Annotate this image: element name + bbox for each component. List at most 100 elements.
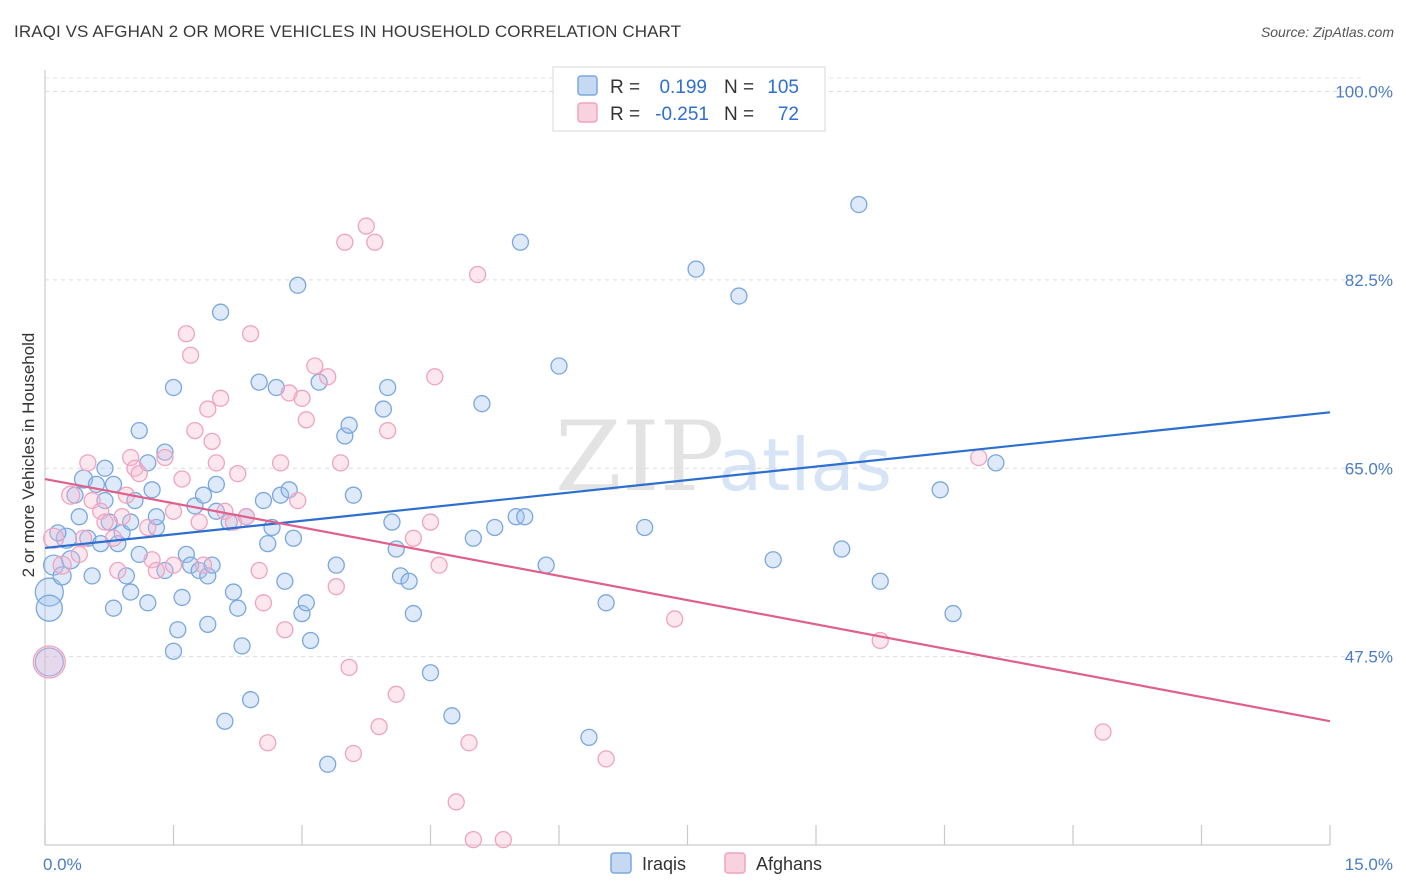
iraqi-point-81: [473, 395, 491, 413]
legend-swatch-iraqis: [577, 75, 598, 96]
iraqi-point-92: [730, 287, 748, 305]
y-tick-label-0: 47.5%: [1345, 648, 1393, 667]
iraqi-point-63: [293, 604, 311, 623]
gridlines: [45, 77, 1365, 658]
iraqi-point-70: [344, 486, 363, 504]
iraqi-point-1: [35, 594, 63, 622]
iraqi-point-11: [83, 567, 101, 585]
afghan-point-38: [250, 561, 268, 580]
iraqi-point-89: [597, 594, 615, 612]
iraqi-point-54: [254, 491, 273, 510]
afghan-point-50: [331, 454, 350, 472]
iraqi-point-55: [259, 534, 277, 553]
iraqi-point-68: [336, 427, 354, 445]
afghan-point-10: [104, 529, 123, 547]
iraqi-point-90: [636, 518, 654, 537]
afghan-point-9: [96, 513, 114, 531]
iraqi-point-45: [211, 303, 230, 321]
iraqi-point-71: [374, 400, 393, 418]
afghan-point-4: [70, 545, 88, 564]
source-note: Source: ZipAtlas.com: [1260, 24, 1394, 40]
iraqi-point-59: [276, 572, 294, 590]
afghan-point-2: [52, 555, 72, 575]
iraqi-point-46: [216, 712, 234, 730]
afghan-point-18: [143, 551, 161, 569]
axes: [44, 70, 1331, 846]
iraqi-point-82: [486, 518, 504, 537]
iraqi-point-52: [241, 691, 260, 709]
afghan-point-61: [426, 368, 444, 386]
iraqi-point-84: [511, 233, 530, 251]
legend-swatch-afghans: [577, 102, 598, 123]
iraqi-point-95: [850, 195, 868, 214]
afghan-point-11: [109, 561, 127, 580]
afghan-point-1: [42, 527, 65, 549]
iraqi-point-58: [271, 486, 290, 504]
series-afghans-points: [32, 217, 1112, 849]
series-iraqis-points: [34, 195, 1005, 773]
tick-labels: 47.5% 65.0% 82.5% 100.0% 0.0% 15.0%: [43, 83, 1393, 874]
watermark-atlas-text: atlas: [718, 423, 892, 507]
iraqi-point-80: [464, 529, 482, 547]
afghan-point-62: [430, 556, 448, 574]
iraqi-point-20: [117, 567, 136, 585]
legend-n-value-iraqis: 105: [767, 77, 799, 98]
bottom-legend-swatch-afghans: [724, 852, 746, 874]
iraqi-point-61: [284, 529, 303, 547]
iraqi-point-86: [537, 556, 555, 574]
iraqi-point-88: [580, 728, 598, 747]
afghan-point-29: [199, 400, 217, 418]
iraqi-point-103: [327, 556, 345, 574]
iraqi-point-25: [130, 421, 148, 440]
afghan-trend-line: [44, 477, 1331, 723]
legend-n-label-iraqis: N =: [724, 77, 754, 98]
iraqi-point-24: [130, 545, 148, 564]
watermark: ZIP atlas: [555, 401, 892, 513]
afghan-point-12: [113, 508, 131, 526]
afghan-point-57: [379, 421, 397, 440]
afghan-point-48: [319, 368, 337, 386]
x-tick-label-1: 15.0%: [1345, 855, 1393, 874]
iraqi-point-28: [143, 481, 161, 499]
afghan-point-27: [190, 513, 208, 531]
afghan-point-46: [297, 411, 315, 429]
afghan-point-67: [494, 830, 512, 849]
iraqi-point-49: [229, 599, 247, 617]
legend-box: [552, 66, 826, 132]
afghan-point-51: [336, 233, 354, 251]
iraqi-point-91: [687, 260, 705, 278]
bottom-legend: Iraqis Afghans: [610, 852, 822, 874]
afghan-point-55: [366, 233, 384, 251]
iraqi-point-77: [404, 604, 423, 623]
afghan-point-21: [164, 502, 183, 520]
afghan-point-39: [254, 594, 273, 612]
afghan-point-31: [207, 454, 225, 472]
iraqi-point-44: [207, 475, 225, 494]
afghan-point-22: [173, 470, 191, 488]
afghan-point-37: [241, 325, 260, 343]
iraqi-point-72: [379, 378, 397, 397]
afghan-point-56: [370, 717, 388, 736]
afghan-point-3: [61, 485, 81, 505]
afghan-point-32: [211, 389, 230, 407]
iraqi-point-38: [181, 556, 200, 574]
afghan-point-52: [340, 658, 358, 677]
afghan-point-47: [306, 357, 324, 375]
legend-r-value-afghans: -0.251: [655, 104, 709, 125]
afghan-point-24: [177, 325, 196, 343]
y-tick-label-3: 100.0%: [1335, 83, 1393, 102]
x-tick-label-0: 0.0%: [43, 855, 82, 874]
afghan-point-58: [387, 685, 405, 703]
afghan-point-72: [1094, 723, 1112, 741]
iraqi-point-97: [931, 481, 949, 499]
afghan-point-17: [139, 518, 157, 537]
legend-r-label-afghans: R =: [610, 104, 640, 125]
legend-r-value-iraqis: 0.199: [659, 77, 707, 98]
afghan-point-8: [92, 502, 110, 520]
iraqi-point-37: [177, 545, 196, 564]
afghan-point-28: [194, 556, 213, 574]
iraqi-point-99: [987, 454, 1005, 472]
iraqi-point-94: [833, 540, 851, 558]
iraqi-point-34: [164, 642, 183, 660]
afghan-point-63: [447, 793, 465, 811]
